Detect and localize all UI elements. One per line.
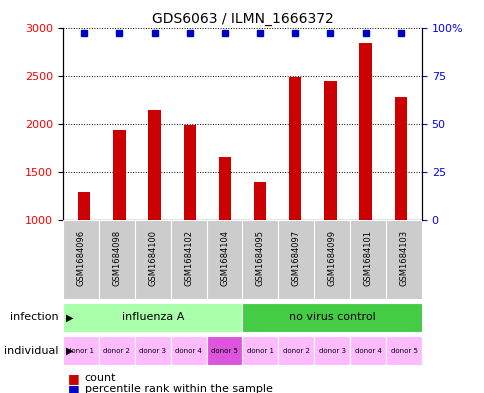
Text: GSM1684101: GSM1684101 xyxy=(363,230,372,286)
Text: infection: infection xyxy=(10,312,58,322)
Text: GSM1684099: GSM1684099 xyxy=(327,230,336,286)
Bar xyxy=(206,220,242,299)
Text: donor 1: donor 1 xyxy=(67,348,94,354)
Bar xyxy=(278,336,314,365)
Text: GSM1684100: GSM1684100 xyxy=(148,230,157,286)
Bar xyxy=(349,336,385,365)
Bar xyxy=(385,336,421,365)
Text: individual: individual xyxy=(4,346,58,356)
Text: donor 2: donor 2 xyxy=(103,348,130,354)
Text: ▶: ▶ xyxy=(65,312,73,322)
Text: donor 2: donor 2 xyxy=(282,348,309,354)
Text: ▶: ▶ xyxy=(65,346,73,356)
Text: GSM1684102: GSM1684102 xyxy=(184,230,193,286)
Text: donor 5: donor 5 xyxy=(390,348,417,354)
Bar xyxy=(99,220,135,299)
Bar xyxy=(359,43,371,220)
Bar xyxy=(63,336,99,365)
Bar xyxy=(63,303,242,332)
Bar xyxy=(113,130,125,220)
Text: donor 5: donor 5 xyxy=(211,348,238,354)
Bar xyxy=(78,192,90,220)
Text: ■: ■ xyxy=(68,382,79,393)
Text: donor 4: donor 4 xyxy=(175,348,202,354)
Bar xyxy=(63,220,99,299)
Text: donor 4: donor 4 xyxy=(354,348,381,354)
Text: GSM1684095: GSM1684095 xyxy=(256,230,264,286)
Text: GSM1684104: GSM1684104 xyxy=(220,230,228,286)
Text: GSM1684103: GSM1684103 xyxy=(399,230,408,286)
Text: GSM1684098: GSM1684098 xyxy=(112,230,121,286)
Bar xyxy=(218,158,230,220)
Bar xyxy=(349,220,385,299)
Bar xyxy=(314,336,349,365)
Text: influenza A: influenza A xyxy=(121,312,183,322)
Bar xyxy=(170,220,206,299)
Text: percentile rank within the sample: percentile rank within the sample xyxy=(85,384,272,393)
Bar xyxy=(288,77,301,220)
Bar xyxy=(242,220,278,299)
Text: donor 3: donor 3 xyxy=(318,348,345,354)
Text: donor 1: donor 1 xyxy=(246,348,273,354)
Bar xyxy=(324,81,336,220)
Bar xyxy=(254,182,266,220)
Bar xyxy=(242,303,421,332)
Bar xyxy=(183,125,196,220)
Text: GSM1684096: GSM1684096 xyxy=(76,230,85,286)
Bar xyxy=(394,97,406,220)
Bar xyxy=(135,220,170,299)
Bar xyxy=(242,336,278,365)
Bar xyxy=(99,336,135,365)
Text: count: count xyxy=(85,373,116,383)
Text: no virus control: no virus control xyxy=(288,312,375,322)
Bar xyxy=(206,336,242,365)
Bar xyxy=(314,220,349,299)
Bar xyxy=(278,220,314,299)
Bar xyxy=(148,110,160,220)
Text: ■: ■ xyxy=(68,371,79,385)
Bar xyxy=(385,220,421,299)
Bar xyxy=(135,336,170,365)
Text: GSM1684097: GSM1684097 xyxy=(291,230,300,286)
Text: donor 3: donor 3 xyxy=(139,348,166,354)
Bar xyxy=(170,336,206,365)
Text: GDS6063 / ILMN_1666372: GDS6063 / ILMN_1666372 xyxy=(151,12,333,26)
